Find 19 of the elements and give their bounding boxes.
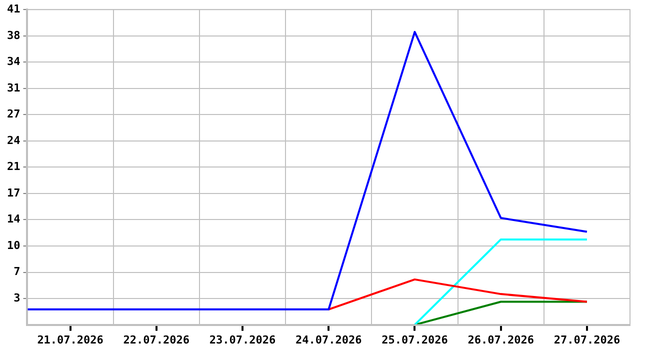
y-tick-label: 21 <box>6 160 21 174</box>
y-tick-label: 24 <box>6 134 21 147</box>
x-tick-label: 27.07.2026 <box>554 333 620 346</box>
y-tick-label: 10 <box>6 238 20 252</box>
y-tick-label: 7 <box>14 265 20 278</box>
y-tick-label: 34 <box>6 54 21 68</box>
x-tick-label: 26.07.2026 <box>468 333 534 346</box>
y-tick-label: 38 <box>6 28 20 42</box>
x-tick-label: 21.07.2026 <box>37 333 104 346</box>
y-tick-label: 17 <box>6 186 20 200</box>
x-tick-label: 22.07.2026 <box>123 333 190 346</box>
y-tick-label: 14 <box>6 212 21 226</box>
x-tick-label: 25.07.2026 <box>382 333 448 346</box>
x-tick-label: 23.07.2026 <box>209 333 276 346</box>
y-tick-label: 31 <box>6 81 21 94</box>
y-tick-label: 3 <box>14 291 20 304</box>
x-tick-label: 24.07.2026 <box>296 333 362 346</box>
y-tick-label: 41 <box>6 2 21 16</box>
y-tick-label: 27 <box>6 108 20 121</box>
